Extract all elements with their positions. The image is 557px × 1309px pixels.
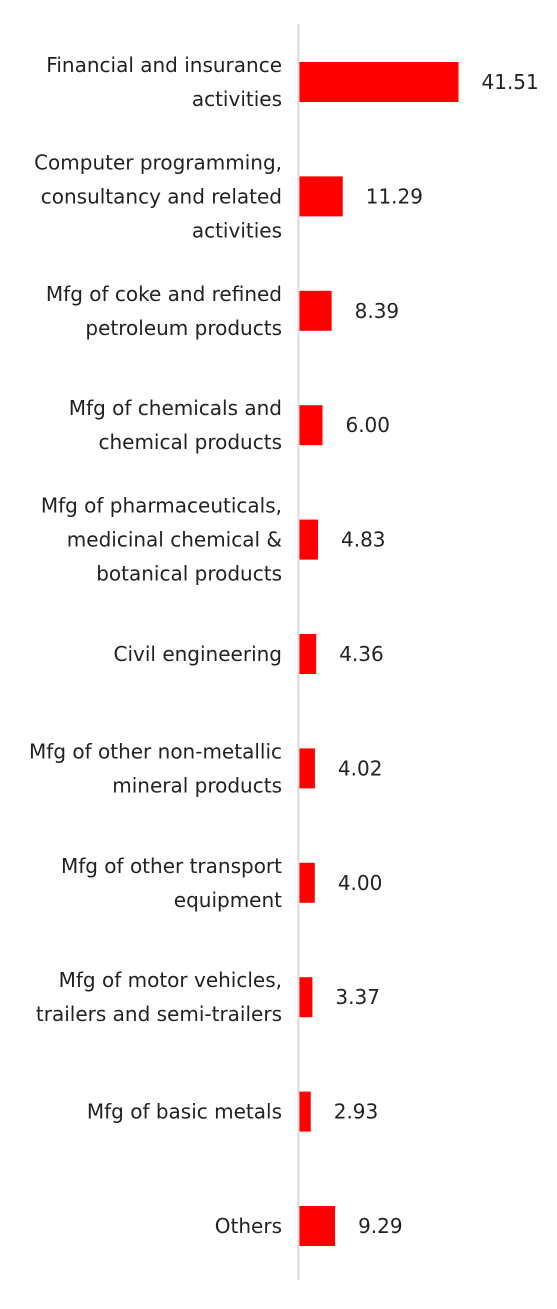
category-label-line: consultancy and related bbox=[41, 184, 282, 208]
category-label-line: mineral products bbox=[112, 773, 282, 797]
category-label: Mfg of pharmaceuticals, medicinal chemica… bbox=[41, 494, 282, 586]
value-labels: 41.51 11.29 8.39 6.00 4.83 4.36 4.02 4.00 3.37 2.… bbox=[334, 70, 539, 1238]
bar-value-label: 2.93 bbox=[334, 1100, 379, 1124]
category-label-line: Mfg of other transport bbox=[61, 854, 282, 878]
bar-value-label: 11.29 bbox=[366, 184, 423, 208]
category-label: Mfg of other non-metallic mineral product… bbox=[29, 739, 282, 797]
category-label: Others bbox=[215, 1214, 282, 1238]
category-label: Mfg of chemicals and chemical products bbox=[69, 396, 282, 454]
category-label-line: activities bbox=[192, 218, 282, 242]
bar bbox=[299, 748, 315, 789]
bar bbox=[299, 977, 313, 1018]
category-label-line: Mfg of coke and refined bbox=[46, 282, 282, 306]
bar-value-label: 4.83 bbox=[341, 528, 386, 552]
category-label: Mfg of basic metals bbox=[87, 1100, 282, 1124]
bar bbox=[299, 176, 343, 217]
category-label-line: Mfg of pharmaceuticals, bbox=[41, 494, 282, 518]
bar bbox=[299, 290, 332, 331]
category-label: Civil engineering bbox=[114, 642, 283, 666]
bar bbox=[299, 862, 315, 903]
category-label-line: Mfg of chemicals and bbox=[69, 396, 282, 420]
category-label-line: Mfg of other non-metallic bbox=[29, 739, 282, 763]
bar-value-label: 4.00 bbox=[338, 871, 383, 895]
category-label-line: trailers and semi-trailers bbox=[36, 1002, 282, 1026]
bar bbox=[299, 519, 319, 560]
category-label-line: petroleum products bbox=[85, 316, 282, 340]
category-label: Mfg of coke and refined petroleum product… bbox=[46, 282, 282, 340]
category-label-line: medicinal chemical & bbox=[67, 528, 282, 552]
category-label-line: Mfg of motor vehicles, bbox=[59, 968, 282, 992]
category-label: Mfg of other transport equipment bbox=[61, 854, 282, 912]
bar bbox=[299, 1091, 311, 1132]
bar-value-label: 4.36 bbox=[339, 642, 384, 666]
bar bbox=[299, 62, 459, 102]
bar bbox=[299, 634, 317, 674]
category-label-line: activities bbox=[192, 87, 282, 111]
category-label-line: Civil engineering bbox=[114, 642, 283, 666]
bar-value-label: 41.51 bbox=[482, 70, 539, 94]
category-label: Financial and insurance activities bbox=[46, 53, 282, 111]
bar-value-label: 3.37 bbox=[335, 985, 380, 1009]
category-label: Computer programming, consultancy and rel… bbox=[34, 150, 282, 242]
bar-value-label: 8.39 bbox=[355, 299, 400, 323]
category-label-line: Mfg of basic metals bbox=[87, 1100, 282, 1124]
bar bbox=[299, 1206, 336, 1246]
category-labels: Financial and insurance activitiesCompute… bbox=[29, 53, 282, 1238]
bar bbox=[299, 405, 323, 446]
category-label-line: Financial and insurance bbox=[46, 53, 282, 77]
category-label-line: Others bbox=[215, 1214, 282, 1238]
category-label: Mfg of motor vehicles, trailers and semi-… bbox=[36, 968, 282, 1026]
bar-value-label: 4.02 bbox=[338, 756, 383, 780]
bar-value-label: 6.00 bbox=[345, 413, 390, 437]
bars bbox=[299, 62, 459, 1246]
category-label-line: Computer programming, bbox=[34, 150, 282, 174]
bar-value-label: 9.29 bbox=[358, 1214, 403, 1238]
category-label-line: chemical products bbox=[98, 430, 282, 454]
category-label-line: equipment bbox=[174, 888, 282, 912]
category-label-line: botanical products bbox=[96, 562, 282, 586]
